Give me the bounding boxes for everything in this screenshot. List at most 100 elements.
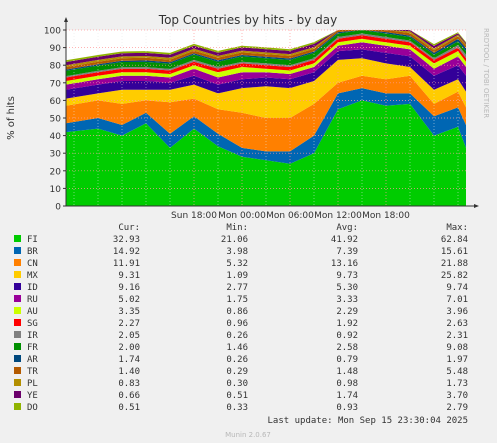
legend-cur: 9.16: [118, 283, 140, 293]
legend-swatch: [14, 319, 21, 326]
legend-swatch: [14, 391, 21, 398]
legend-row-ir: IR 2.05 0.26 0.92 2.31: [14, 331, 468, 341]
y-tick-label: 90: [50, 44, 62, 54]
legend-row-sg: SG 2.27 0.96 1.92 2.63: [14, 319, 468, 329]
legend-cur: 0.83: [118, 379, 140, 389]
legend-row-au: AU 3.35 0.86 2.29 3.96: [14, 307, 468, 317]
last-update: Last update: Mon Sep 15 23:30:04 2025: [268, 416, 468, 426]
legend-swatch: [14, 379, 21, 386]
legend-min: 2.77: [226, 283, 248, 293]
x-tick-label: Mon 18:00: [362, 211, 410, 221]
legend-name: MX: [27, 271, 38, 281]
legend-avg: 0.93: [336, 403, 358, 413]
x-tick-labels: Sun 18:00 Mon 00:00 Mon 06:00 Mon 12:00 Mon …: [171, 211, 410, 221]
legend-name: IR: [27, 331, 38, 341]
legend-swatch: [14, 247, 21, 254]
y-axis-arrow: [64, 17, 68, 22]
legend-min: 0.51: [226, 391, 248, 401]
legend-avg: 3.33: [336, 295, 358, 305]
legend-row-ar: AR 1.74 0.26 0.79 1.97: [14, 355, 468, 365]
area-do: [66, 30, 466, 62]
area-fr: [66, 30, 466, 77]
y-tick-label: 40: [50, 132, 62, 142]
legend-swatch: [14, 295, 21, 302]
legend-row-cn: CN 11.91 5.32 13.16 21.88: [14, 259, 468, 269]
y-axis-label: % of hits: [6, 96, 17, 140]
rrdtool-credit: RRDTOOL / TOBI OETIKER: [482, 28, 490, 118]
legend-row-ru: RU 5.02 1.75 3.33 7.01: [14, 295, 468, 305]
legend-swatch: [14, 235, 21, 242]
legend-max: 2.31: [446, 331, 468, 341]
legend-swatch: [14, 343, 21, 350]
legend-min: 0.26: [226, 331, 248, 341]
legend-min: 0.33: [226, 403, 248, 413]
legend-header-max: Max:: [446, 223, 468, 233]
legend-swatch: [14, 403, 21, 410]
legend-max: 3.96: [446, 307, 468, 317]
area-id: [66, 49, 466, 99]
legend-avg: 0.79: [336, 355, 358, 365]
y-tick-label: 20: [50, 167, 62, 177]
legend-swatch: [14, 283, 21, 290]
y-tick-label: 100: [44, 27, 61, 37]
legend-cur: 11.91: [113, 259, 140, 269]
legend-name: BR: [27, 247, 38, 257]
legend-min: 0.86: [226, 307, 248, 317]
legend-avg: 13.16: [331, 259, 358, 269]
legend-name: RU: [27, 295, 38, 305]
legend-swatch: [14, 307, 21, 314]
legend-name: TR: [27, 367, 38, 377]
legend-cur: 3.35: [118, 307, 140, 317]
legend-avg: 5.30: [336, 283, 358, 293]
legend-name: YE: [27, 391, 38, 401]
area-ru: [66, 42, 466, 90]
legend-cur: 14.92: [113, 247, 140, 257]
legend-cur: 0.51: [118, 403, 140, 413]
y-tick-label: 10: [50, 185, 62, 195]
legend-min: 3.98: [226, 247, 248, 257]
legend-name: FR: [27, 343, 38, 353]
legend-row-fr: FR 2.00 1.46 2.58 9.08: [14, 343, 468, 353]
legend-avg: 0.98: [336, 379, 358, 389]
legend-max: 25.82: [441, 271, 468, 281]
axes: [64, 17, 479, 208]
legend-min: 1.09: [226, 271, 248, 281]
y-tick-label: 50: [50, 115, 62, 125]
legend-cur: 32.93: [113, 235, 140, 245]
legend-name: DO: [27, 403, 38, 413]
legend-row-ye: YE 0.66 0.51 1.74 3.70: [14, 391, 468, 401]
legend-cur: 5.02: [118, 295, 140, 305]
legend-avg: 41.92: [331, 235, 358, 245]
legend-max: 7.01: [446, 295, 468, 305]
legend-avg: 1.48: [336, 367, 358, 377]
legend-header-avg: Avg:: [336, 223, 358, 233]
legend-name: ID: [27, 283, 38, 293]
legend-max: 1.73: [446, 379, 468, 389]
stacked-areas: [66, 30, 466, 206]
legend-min: 0.26: [226, 355, 248, 365]
legend-row-mx: MX 9.31 1.09 9.73 25.82: [14, 271, 468, 281]
legend-header-min: Min:: [226, 223, 248, 233]
x-tick-label: Mon 06:00: [266, 211, 314, 221]
legend-avg: 1.92: [336, 319, 358, 329]
legend-row-do: DO 0.51 0.33 0.93 2.79: [14, 403, 468, 413]
legend-min: 1.46: [226, 343, 248, 353]
legend-cur: 0.66: [118, 391, 140, 401]
legend-name: SG: [27, 319, 38, 329]
legend-min: 1.75: [226, 295, 248, 305]
x-axis-arrow: [474, 204, 479, 208]
legend-name: PL: [27, 379, 38, 389]
x-tick-label: Mon 12:00: [314, 211, 362, 221]
area-mx: [66, 58, 466, 118]
legend-min: 21.06: [221, 235, 248, 245]
legend-max: 9.74: [446, 283, 468, 293]
legend-swatch: [14, 355, 21, 362]
legend-min: 5.32: [226, 259, 248, 269]
legend-max: 21.88: [441, 259, 468, 269]
legend-cur: 2.27: [118, 319, 140, 329]
x-tick-label: Sun 18:00: [171, 211, 217, 221]
grid-lines: [66, 29, 466, 207]
legend-max: 9.08: [446, 343, 468, 353]
legend-swatch: [14, 271, 21, 278]
